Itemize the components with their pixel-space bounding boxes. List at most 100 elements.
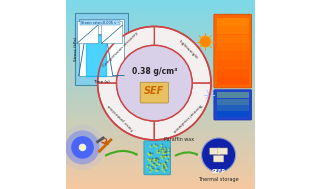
Bar [66,130,254,132]
Bar [66,168,254,170]
Circle shape [116,45,192,121]
Point [162,161,167,164]
Bar [66,26,254,28]
Point [162,145,167,148]
Bar [66,68,254,70]
Bar [217,18,249,26]
Bar [66,74,254,76]
Circle shape [66,130,100,164]
Point [164,165,170,168]
FancyBboxPatch shape [210,148,220,154]
Point [153,158,158,161]
Point [151,143,156,146]
Point [164,153,169,156]
FancyBboxPatch shape [144,141,170,175]
Point [160,142,165,145]
Point [158,148,163,151]
Bar [66,19,254,21]
Point [163,154,168,157]
Point [152,160,157,163]
Point [165,158,171,161]
Bar [66,138,254,140]
Point [155,168,160,171]
Bar [66,181,254,183]
Wedge shape [98,83,154,140]
Point [162,164,167,167]
Bar [66,72,254,74]
Point [161,165,166,168]
Point [149,157,155,160]
Bar [66,79,254,81]
Point [146,153,151,156]
Point [163,150,168,153]
Point [155,149,160,152]
Point [161,146,166,149]
Point [159,154,164,157]
Point [148,159,153,162]
Text: Strain rate=0.005 s⁻¹: Strain rate=0.005 s⁻¹ [81,21,119,25]
Bar [217,26,249,34]
Bar [66,134,254,136]
Bar [66,176,254,178]
FancyBboxPatch shape [214,14,252,88]
Bar [66,70,254,72]
Bar [66,15,254,17]
Bar [66,117,254,119]
Bar [66,32,254,34]
Bar [66,57,254,59]
Point [165,151,170,154]
Circle shape [60,125,105,170]
Bar [66,83,254,85]
Bar [66,187,254,189]
Bar [66,161,254,163]
Circle shape [71,136,94,159]
Point [154,169,159,172]
Text: Thermal storage: Thermal storage [198,177,239,182]
Point [148,169,153,172]
Point [162,150,167,153]
Bar [66,6,254,8]
Bar [66,51,254,53]
Bar [79,19,124,76]
Circle shape [81,146,84,149]
Text: 0.38 g/cm³: 0.38 g/cm³ [132,67,177,76]
Circle shape [79,144,86,151]
Point [149,167,154,170]
Point [146,156,151,160]
Bar [101,21,122,43]
Bar [66,100,254,102]
Point [162,151,167,154]
Point [156,162,161,165]
Point [148,144,153,147]
Bar [66,172,254,174]
Bar [66,34,254,36]
Point [157,161,162,164]
Bar [66,163,254,164]
Bar [66,25,254,26]
Bar [75,13,128,85]
Bar [66,21,254,23]
Point [154,157,159,160]
Text: SEFP: SEFP [212,170,226,174]
Bar [66,96,254,98]
Bar [217,60,249,68]
Point [164,166,169,169]
Point [148,168,154,171]
Point [148,165,154,168]
Circle shape [202,138,236,172]
Point [151,162,156,165]
Point [153,163,158,167]
Point [150,166,155,169]
Point [144,165,149,168]
Point [161,152,166,155]
Bar [66,125,254,127]
Point [148,157,153,160]
Bar [66,23,254,25]
Point [147,170,152,173]
Bar [217,35,249,43]
Bar [66,149,254,151]
Bar [66,93,254,94]
Bar [66,108,254,110]
Bar [66,159,254,161]
Point [160,162,165,165]
